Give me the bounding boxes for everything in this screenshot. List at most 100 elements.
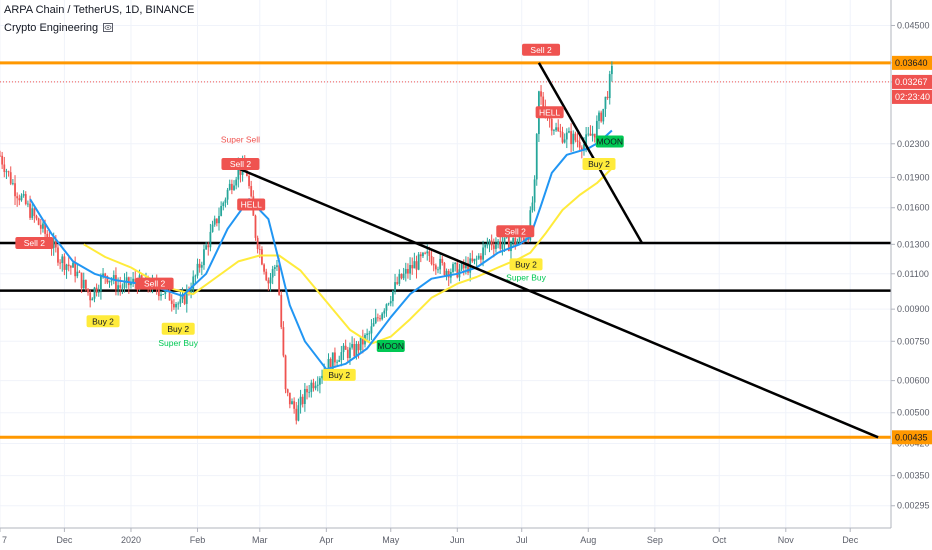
candle-2019-12-13 — [89, 289, 92, 308]
candle-2020-06-03-body — [460, 262, 463, 270]
candle-2020-02-26 — [250, 180, 253, 198]
trend-lines[interactable] — [237, 62, 879, 439]
countdown-label: 02:23:40 — [892, 89, 932, 104]
candle-2020-06-01-body — [456, 262, 459, 278]
candle-2020-01-15 — [160, 290, 162, 301]
candle-2020-05-04 — [396, 276, 399, 286]
candle-2020-05-02 — [391, 290, 394, 307]
candle-2020-03-25-body — [310, 382, 313, 392]
candle-2020-06-22-body — [501, 244, 504, 249]
candle-2020-07-27-body — [576, 140, 579, 142]
candle-2020-06-01 — [456, 259, 459, 279]
candle-2020-03-23-body — [306, 388, 308, 393]
candle-2020-04-27-body — [381, 313, 384, 320]
signal-moon-9-box — [376, 340, 405, 353]
candle-2020-03-08 — [273, 264, 276, 277]
candle-2019-12-17-body — [97, 291, 100, 293]
signal-sell-box-2-box — [135, 277, 174, 290]
signal-buy-box-11-label: Buy 2 — [515, 259, 537, 269]
candle-2020-07-18 — [557, 119, 560, 132]
candle-2020-04-13-body — [351, 344, 354, 348]
time-tick-2: 2020 — [121, 535, 141, 545]
candle-2020-06-26 — [510, 240, 512, 260]
candle-2020-02-18 — [233, 180, 235, 191]
candle-2020-08-12-body — [610, 65, 613, 75]
candle-2020-03-09-body — [276, 265, 278, 268]
candle-2020-04-16-body — [357, 343, 360, 351]
candle-2020-06-10 — [475, 255, 478, 267]
candle-2019-12-26-body — [117, 285, 119, 290]
candle-2019-12-11 — [84, 279, 87, 292]
candle-2020-07-17-body — [555, 127, 557, 131]
horizontal-levels[interactable] — [0, 61, 891, 439]
candle-2019-11-26-body — [52, 240, 55, 249]
candle-2020-06-16 — [488, 238, 491, 253]
candle-2020-02-12-body — [220, 206, 223, 216]
signal-sell-box-0-label: Sell 2 — [24, 238, 46, 248]
candle-2020-04-11-body — [346, 349, 349, 358]
candle-2020-05-22-body — [434, 265, 437, 270]
candle-2019-12-13-body — [89, 292, 92, 301]
indicator-legend[interactable]: Crypto Engineering — [4, 22, 114, 34]
candle-2020-05-06-body — [400, 273, 403, 279]
candle-2020-01-23 — [177, 301, 180, 310]
last-price-label: 0.03267 — [892, 74, 932, 89]
eye-icon[interactable] — [103, 23, 114, 32]
candle-2020-01-15-body — [160, 294, 162, 297]
candle-2020-05-27-body — [445, 270, 448, 276]
candle-2020-07-19-body — [559, 131, 562, 133]
signal-sell-box-10-label: Sell 2 — [505, 226, 527, 236]
signal-sell-box-2-label: Sell 2 — [144, 279, 166, 289]
candle-2020-05-10-body — [409, 265, 411, 274]
candle-2019-12-20 — [104, 272, 107, 284]
signal-buy-box-16: Buy 2 — [582, 158, 616, 171]
ma-slow-line — [83, 167, 613, 345]
signal-sell-box-0: Sell 2 — [15, 236, 54, 249]
candle-2020-07-11-body — [542, 96, 545, 108]
candle-2020-08-06-body — [598, 112, 600, 121]
candle-2020-07-23-body — [568, 131, 570, 133]
signal-buy-box-8-box — [322, 368, 356, 381]
signal-buy-box-1-box — [86, 315, 120, 328]
signal-moon-15-box — [595, 135, 624, 148]
candle-2020-05-05-body — [398, 273, 401, 284]
candle-2020-04-18-body — [361, 336, 364, 345]
chart-title: ARPA Chain / TetherUS, 1D, BINANCE — [4, 4, 195, 16]
candle-2019-12-01 — [63, 253, 66, 276]
price-tick-11: 0.00600 — [897, 376, 930, 386]
candle-2020-04-17-body — [359, 336, 362, 351]
candle-2020-07-17 — [555, 122, 557, 132]
candle-2020-05-05 — [398, 269, 401, 287]
candle-2019-11-16 — [31, 204, 34, 220]
candle-2020-03-04-body — [265, 271, 268, 281]
price-tick-14: 0.00350 — [897, 471, 930, 481]
candle-2020-06-11 — [477, 253, 480, 260]
candle-2019-12-18-body — [100, 276, 102, 292]
candle-2019-12-16 — [95, 283, 98, 297]
candle-2020-01-20 — [170, 294, 173, 312]
candle-2020-02-19 — [235, 176, 238, 190]
candle-2019-11-28-body — [57, 247, 59, 263]
candle-2019-12-19-body — [102, 273, 104, 277]
candle-2020-02-25-body — [248, 175, 250, 187]
candle-2020-04-09-body — [342, 345, 345, 353]
candle-2020-07-23 — [568, 127, 570, 134]
signal-moon-15-label: MOON — [597, 136, 623, 146]
candle-2020-03-01-body — [258, 249, 261, 250]
candle-2020-08-08 — [602, 108, 605, 125]
candle-2019-11-22-body — [44, 223, 46, 234]
candle-2020-03-23 — [306, 385, 308, 400]
candle-2020-05-03 — [394, 273, 396, 295]
candle-2020-04-15-body — [355, 343, 358, 357]
time-tick-8: Jul — [516, 535, 528, 545]
price-tick-12: 0.00500 — [897, 408, 930, 418]
candle-2019-11-19 — [37, 217, 40, 226]
candle-2020-05-20-body — [430, 255, 433, 264]
time-axis[interactable]: 7 Dec 2020 Feb Mar Apr May Jun Jul Aug Sep Oct Nov De… — [0, 528, 859, 545]
candle-2020-04-24 — [374, 308, 377, 325]
candle-2020-05-24 — [439, 254, 442, 274]
candle-2020-03-18 — [295, 402, 298, 425]
candle-2020-04-22 — [370, 319, 373, 341]
price-tick-1: 0.04500 — [897, 20, 930, 30]
